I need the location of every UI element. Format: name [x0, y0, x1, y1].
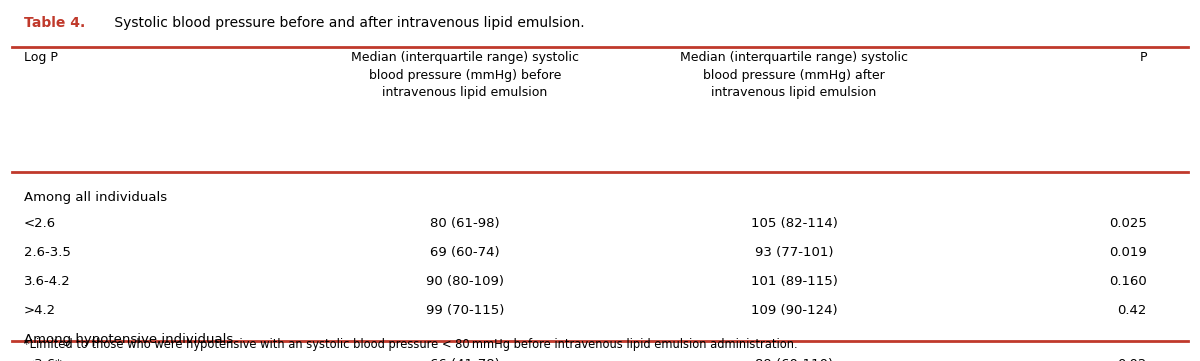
Text: Among all individuals: Among all individuals	[24, 191, 167, 204]
Text: Table 4.: Table 4.	[24, 16, 85, 30]
Text: 99 (70-115): 99 (70-115)	[426, 304, 504, 317]
Text: 80 (61-98): 80 (61-98)	[430, 217, 499, 230]
Text: <3.6*: <3.6*	[24, 358, 62, 361]
Text: 66 (41-78): 66 (41-78)	[430, 358, 499, 361]
Text: Median (interquartile range) systolic
blood pressure (mmHg) before
intravenous l: Median (interquartile range) systolic bl…	[350, 51, 578, 99]
Text: Systolic blood pressure before and after intravenous lipid emulsion.: Systolic blood pressure before and after…	[109, 16, 584, 30]
Text: 101 (89-115): 101 (89-115)	[751, 275, 838, 288]
Text: 93 (77-101): 93 (77-101)	[755, 245, 833, 258]
Text: 0.160: 0.160	[1109, 275, 1147, 288]
Text: 2.6-3.5: 2.6-3.5	[24, 245, 71, 258]
Text: 69 (60-74): 69 (60-74)	[430, 245, 499, 258]
Text: 90 (80-109): 90 (80-109)	[426, 275, 504, 288]
Text: 0.02: 0.02	[1117, 358, 1147, 361]
Text: *Limited to those who were hypotensive with an systolic blood pressure < 80 mmHg: *Limited to those who were hypotensive w…	[24, 338, 797, 351]
Text: Log P: Log P	[24, 51, 58, 64]
Text: 109 (90-124): 109 (90-124)	[751, 304, 838, 317]
Text: 89 (60-110): 89 (60-110)	[755, 358, 833, 361]
Text: 0.019: 0.019	[1109, 245, 1147, 258]
Text: Among hypotensive individuals: Among hypotensive individuals	[24, 332, 233, 345]
Text: 0.025: 0.025	[1109, 217, 1147, 230]
Text: 0.42: 0.42	[1117, 304, 1147, 317]
Text: 3.6-4.2: 3.6-4.2	[24, 275, 71, 288]
Text: >4.2: >4.2	[24, 304, 56, 317]
Text: Median (interquartile range) systolic
blood pressure (mmHg) after
intravenous li: Median (interquartile range) systolic bl…	[680, 51, 908, 99]
Text: 105 (82-114): 105 (82-114)	[751, 217, 838, 230]
Text: <2.6: <2.6	[24, 217, 56, 230]
Text: P: P	[1139, 51, 1147, 64]
